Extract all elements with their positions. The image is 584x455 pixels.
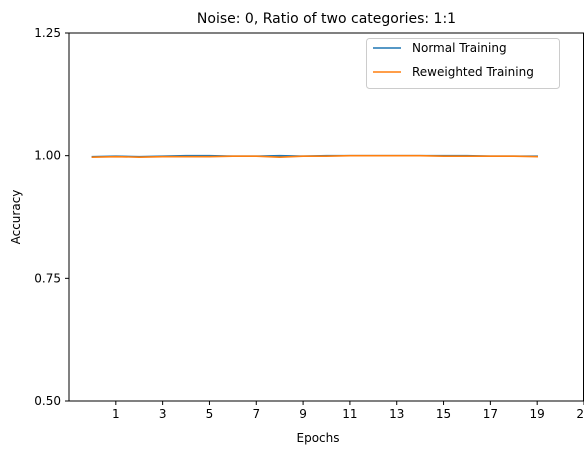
- legend-label: Reweighted Training: [412, 65, 534, 79]
- x-tick-label: 21: [576, 407, 584, 421]
- x-axis-ticks: 13579111315171921: [112, 401, 584, 421]
- x-tick-label: 5: [206, 407, 214, 421]
- x-tick-label: 7: [252, 407, 260, 421]
- x-tick-label: 11: [342, 407, 357, 421]
- x-tick-label: 13: [389, 407, 404, 421]
- y-axis-ticks: 0.50 0.75 1.00 1.25: [34, 26, 69, 408]
- series-line-reweighted-training: [91, 154, 538, 158]
- y-axis-label: Accuracy: [9, 190, 23, 245]
- y-tick-label: 0.50: [34, 394, 61, 408]
- x-tick-label: 3: [159, 407, 167, 421]
- y-tick-label: 1.25: [34, 26, 61, 40]
- y-tick-label: 0.75: [34, 271, 61, 285]
- x-tick-label: 19: [530, 407, 545, 421]
- plot-area: [69, 33, 584, 401]
- legend: Normal Training Reweighted Training: [366, 38, 560, 89]
- x-tick-label: 9: [299, 407, 307, 421]
- x-axis-label: Epochs: [297, 431, 340, 445]
- legend-box: [366, 38, 560, 89]
- y-tick-label: 1.00: [34, 149, 61, 163]
- x-tick-label: 15: [436, 407, 451, 421]
- x-tick-label: 17: [483, 407, 498, 421]
- legend-label: Normal Training: [412, 41, 507, 55]
- series-layer: [91, 154, 538, 158]
- x-tick-label: 1: [112, 407, 120, 421]
- chart-title: Noise: 0, Ratio of two categories: 1:1: [197, 11, 456, 27]
